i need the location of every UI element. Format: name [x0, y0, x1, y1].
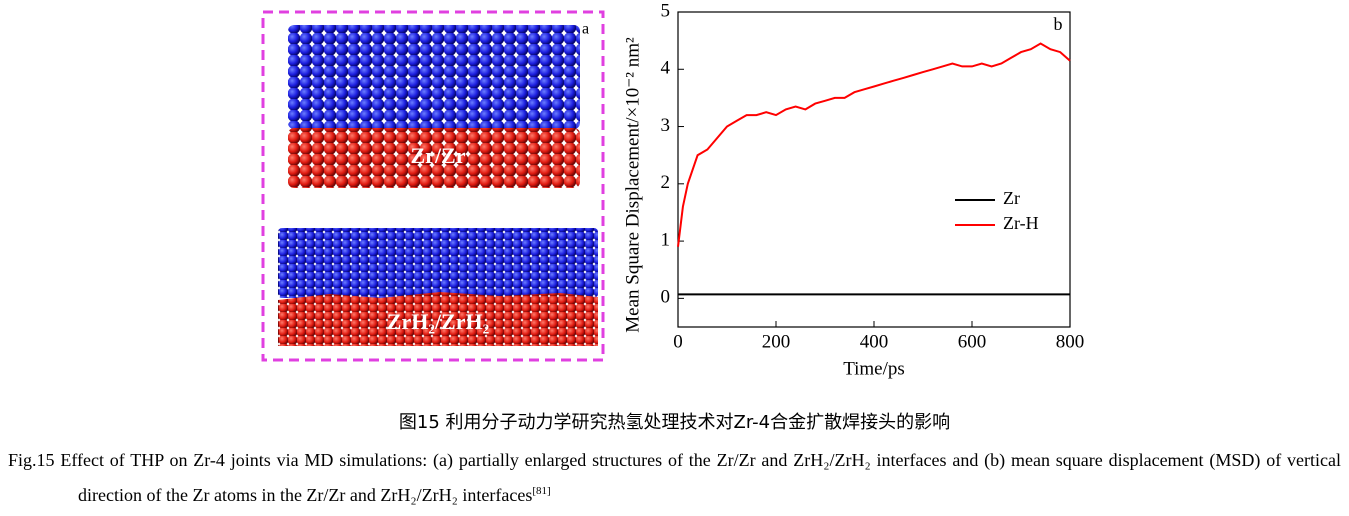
y-axis-title: Mean Square Displacement/×10⁻² nm² — [622, 37, 643, 333]
zr-atoms-blue — [288, 25, 580, 129]
interface-label: Zr/Zr — [411, 143, 466, 168]
x-tick-label: 0 — [673, 331, 683, 352]
figure: a Zr/Zr ZrH₂/ZrH₂ b Time/ps Mean Square … — [261, 0, 1085, 379]
x-tick-label: 400 — [860, 331, 889, 352]
caption-english: Fig.15 Effect of THP on Zr-4 joints via … — [8, 445, 1341, 511]
y-tick-label: 4 — [661, 58, 671, 79]
reference: [81] — [532, 485, 551, 497]
panel-label: a — [582, 21, 589, 38]
x-tick-label: 600 — [958, 331, 987, 352]
y-tick-label: 2 — [661, 172, 671, 193]
legend-label: Zr — [1003, 188, 1020, 208]
x-tick-label: 800 — [1056, 331, 1085, 352]
caption-chinese: 图15 利用分子动力学研究热氢处理技术对Zr-4合金扩散焊接头的影响 — [398, 412, 951, 433]
plot-frame — [677, 11, 1071, 328]
interface-label: ZrH₂/ZrH₂ — [387, 309, 490, 334]
zrh2-atoms-red — [278, 292, 598, 346]
panel-a-frame — [261, 10, 605, 362]
y-tick-label: 3 — [661, 115, 671, 136]
zrh2-atoms-blue — [278, 228, 598, 298]
series-line — [677, 42, 1071, 247]
y-tick-label: 1 — [661, 229, 671, 250]
zr-atoms-red — [288, 128, 580, 188]
x-axis-title: Time/ps — [843, 358, 905, 379]
y-tick-label: 0 — [661, 287, 671, 308]
caption-text: Fig.15 Effect of THP on Zr-4 joints via … — [8, 450, 1341, 505]
legend-label: Zr-H — [1003, 213, 1039, 233]
y-tick-label: 5 — [661, 0, 671, 21]
panel-label: b — [1054, 14, 1063, 34]
x-tick-label: 200 — [762, 331, 791, 352]
